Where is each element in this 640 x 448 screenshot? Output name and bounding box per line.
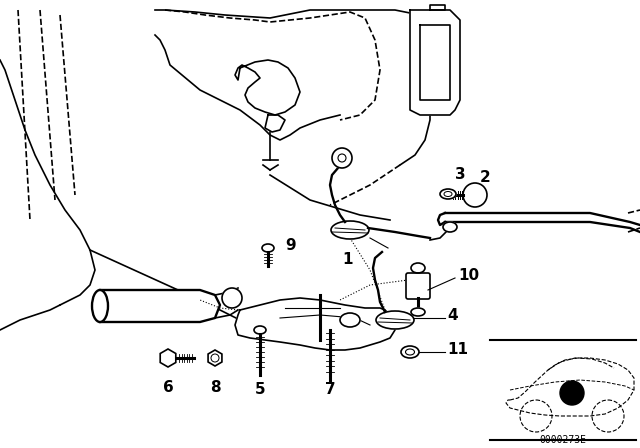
Text: 2: 2 <box>480 170 491 185</box>
Ellipse shape <box>440 189 456 199</box>
Circle shape <box>560 381 584 405</box>
Ellipse shape <box>443 222 457 232</box>
Text: 4: 4 <box>447 307 458 323</box>
Polygon shape <box>100 290 220 322</box>
Ellipse shape <box>92 290 108 322</box>
Ellipse shape <box>401 346 419 358</box>
Ellipse shape <box>254 326 266 334</box>
Text: 7: 7 <box>324 382 335 397</box>
Text: 1: 1 <box>342 252 353 267</box>
Text: 3: 3 <box>455 167 466 182</box>
Text: 9: 9 <box>285 237 296 253</box>
Ellipse shape <box>411 308 425 316</box>
Polygon shape <box>235 298 395 350</box>
Polygon shape <box>265 115 285 132</box>
Text: 8: 8 <box>210 380 220 395</box>
Ellipse shape <box>340 313 360 327</box>
Text: 5: 5 <box>255 382 266 397</box>
FancyBboxPatch shape <box>406 273 430 299</box>
Text: 11: 11 <box>447 341 468 357</box>
Polygon shape <box>410 10 460 115</box>
Polygon shape <box>235 60 300 115</box>
Ellipse shape <box>262 244 274 252</box>
Text: 10: 10 <box>458 267 479 283</box>
Text: 0000273E: 0000273E <box>540 435 586 445</box>
Circle shape <box>222 288 242 308</box>
Ellipse shape <box>411 263 425 273</box>
Text: 6: 6 <box>163 380 173 395</box>
Circle shape <box>463 183 487 207</box>
Ellipse shape <box>376 311 414 329</box>
Ellipse shape <box>331 221 369 239</box>
Circle shape <box>332 148 352 168</box>
